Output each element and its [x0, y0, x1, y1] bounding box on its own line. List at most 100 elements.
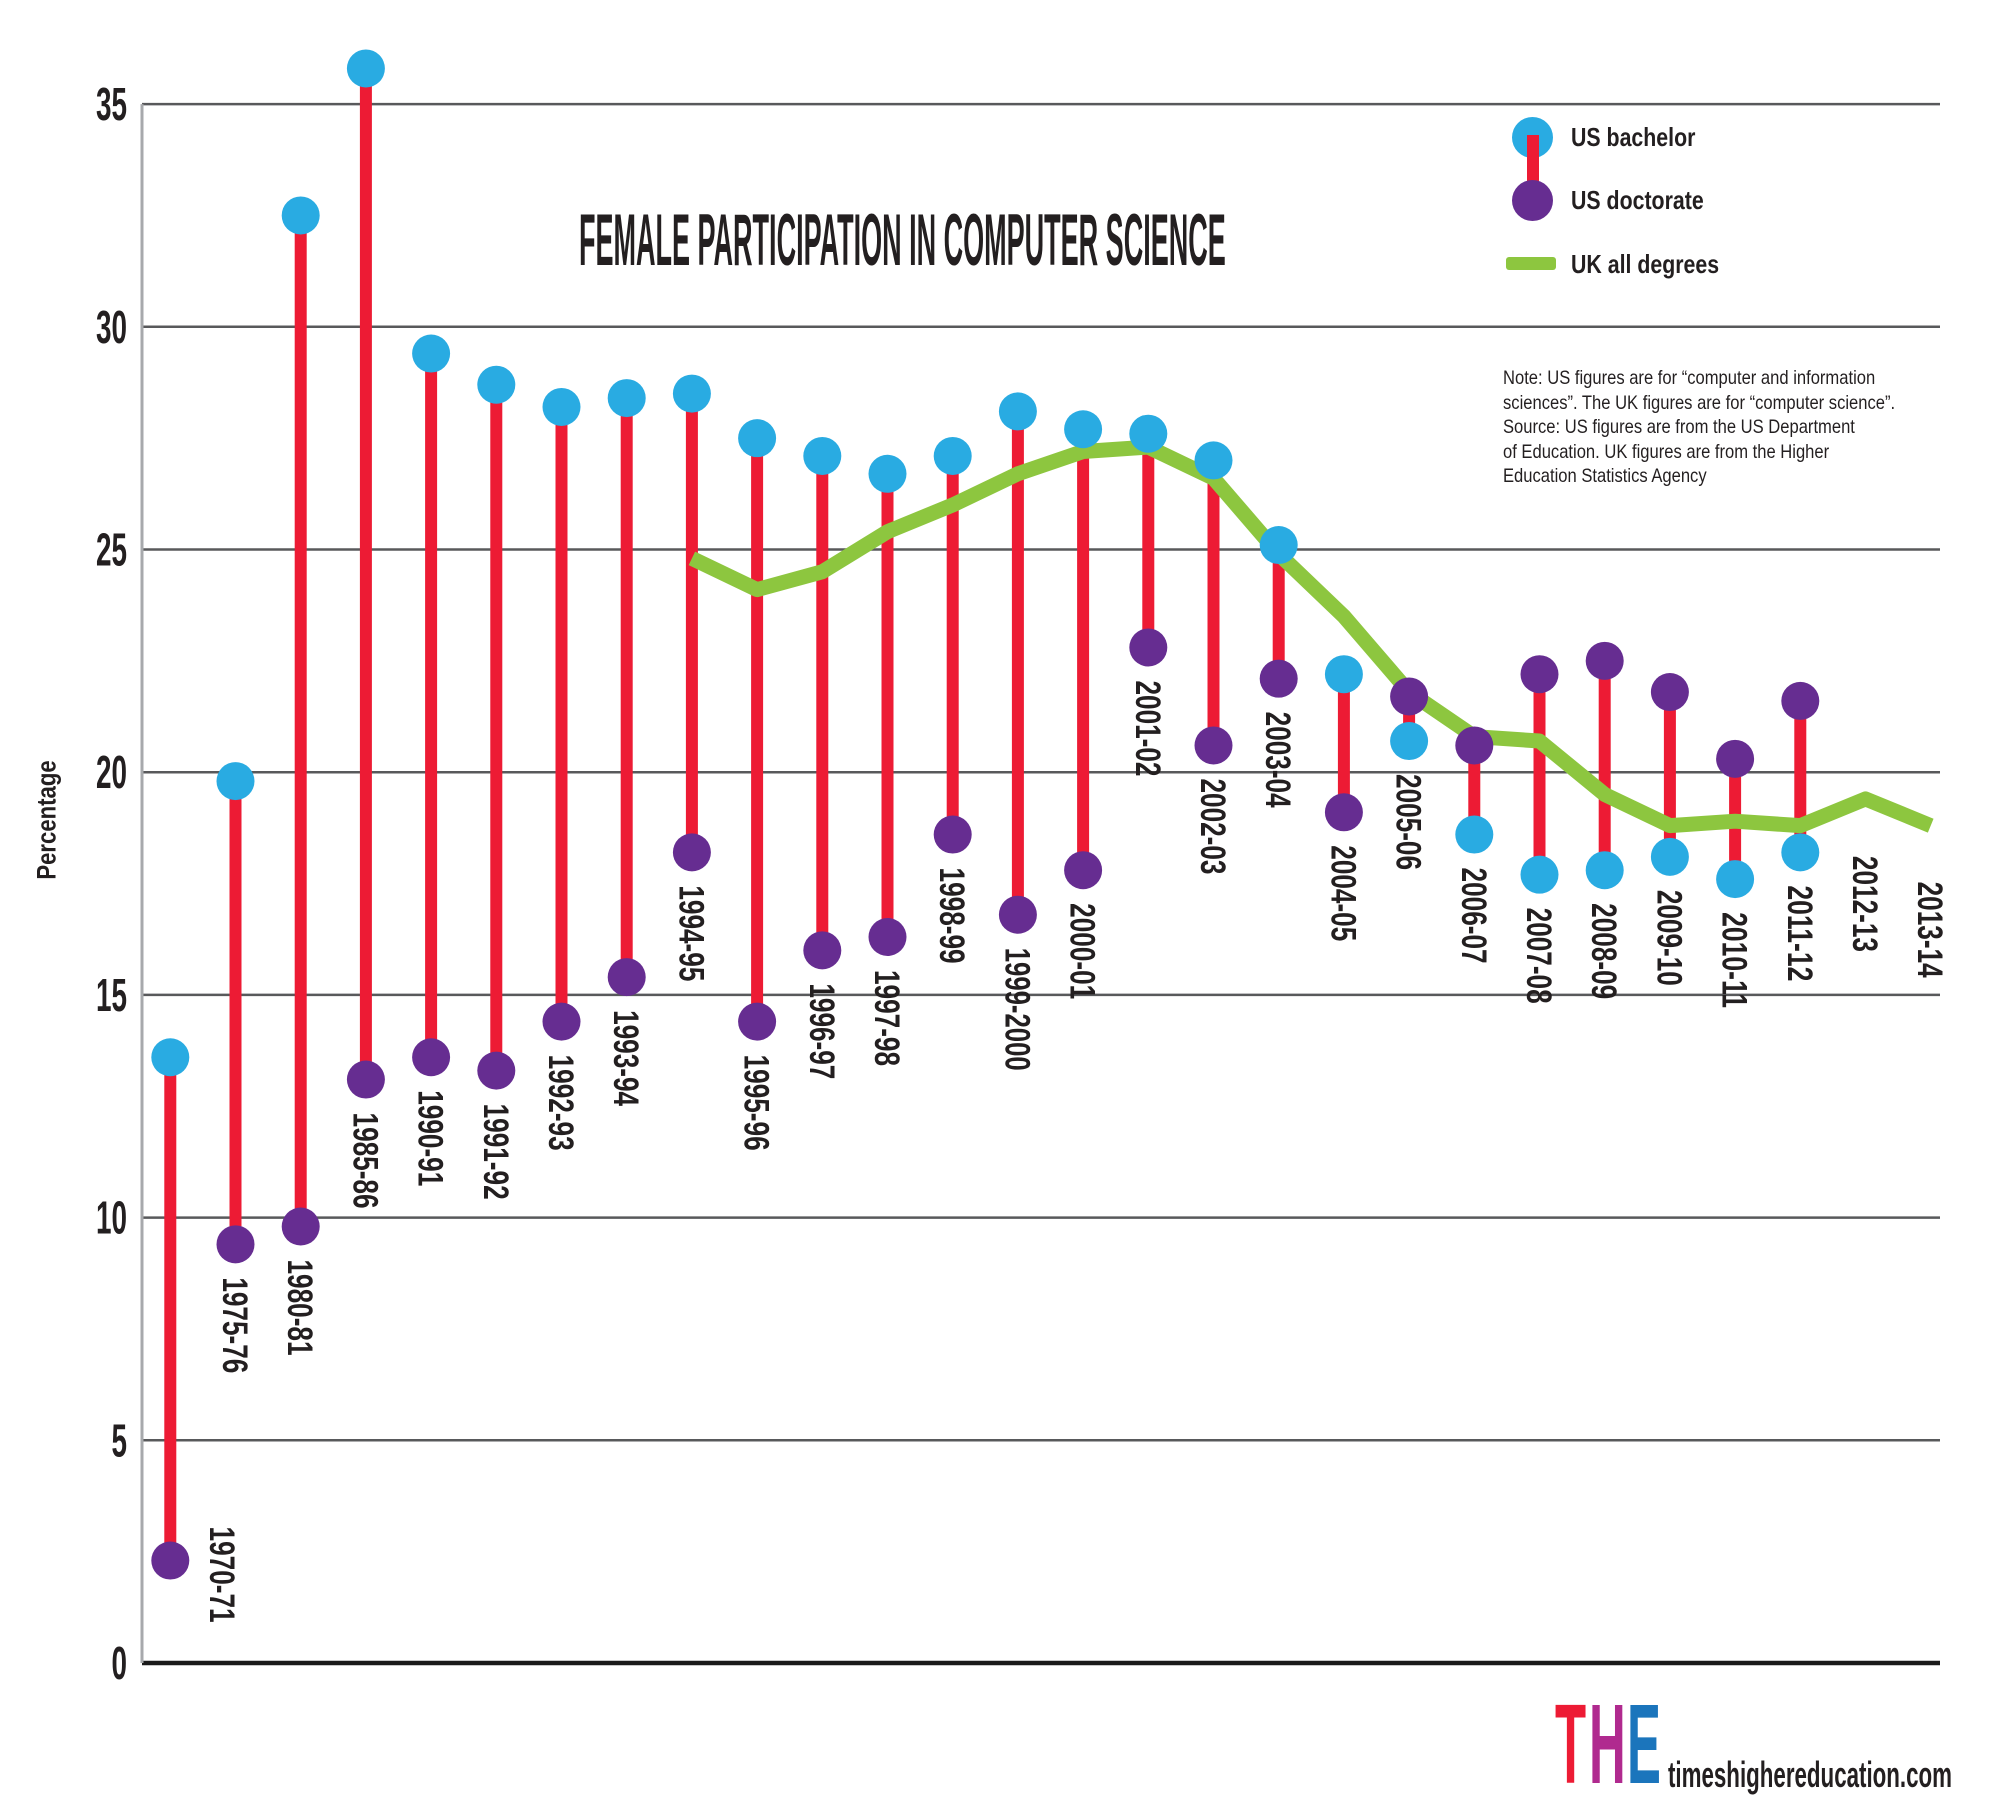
y-tick-label-25: 25 [96, 524, 127, 576]
us-doctorate-dot-2008-09 [1585, 641, 1624, 680]
us-doctorate-dot-1994-95 [672, 833, 711, 872]
us-bachelor-dot-1970-71 [151, 1038, 190, 1077]
us-bachelor-dot-2010-11 [1716, 860, 1755, 899]
x-label-1993-94: 1993-94 [606, 1010, 645, 1106]
x-label-1975-76: 1975-76 [215, 1277, 254, 1373]
us-bachelor-dot-1996-97 [803, 436, 842, 475]
us-bachelor-dot-2005-06 [1390, 722, 1429, 761]
us-bachelor-dot-1993-94 [607, 379, 646, 418]
us-bachelor-dot-2006-07 [1455, 815, 1494, 854]
logo-letter-t: T [1555, 1681, 1587, 1804]
us-bachelor-dot-1985-86 [346, 49, 385, 88]
us-bachelor-dot-2000-01 [1064, 410, 1103, 449]
x-label-2012-13: 2012-13 [1845, 856, 1884, 952]
x-label-2001-02: 2001-02 [1128, 680, 1167, 776]
x-label-1980-81: 1980-81 [280, 1260, 319, 1356]
legend-label-us-bachelor: US bachelor [1571, 122, 1696, 152]
us-bachelor-dot-1998-99 [933, 436, 972, 475]
y-axis-label: Percentage [31, 760, 62, 880]
us-doctorate-dot-2006-07 [1455, 726, 1494, 765]
us-doctorate-dot-1985-86 [346, 1060, 385, 1099]
legend-us-doctorate-icon [1512, 180, 1553, 221]
us-bachelor-dot-2009-10 [1650, 837, 1689, 876]
x-label-2010-11: 2010-11 [1715, 912, 1754, 1008]
logo-letter-h: H [1589, 1681, 1626, 1804]
x-label-2007-08: 2007-08 [1519, 908, 1558, 1004]
us-bachelor-dot-2007-08 [1520, 855, 1559, 894]
us-doctorate-dot-1995-96 [738, 1002, 777, 1041]
us-doctorate-dot-1970-71 [151, 1541, 190, 1580]
source-note: Note: US figures are for “computer and i… [1503, 367, 1896, 487]
x-label-2009-10: 2009-10 [1649, 890, 1688, 986]
us-doctorate-dot-1980-81 [281, 1207, 320, 1246]
x-label-2006-07: 2006-07 [1454, 868, 1493, 964]
us-doctorate-dot-2009-10 [1650, 673, 1689, 712]
us-doctorate-dot-2000-01 [1064, 851, 1103, 890]
us-doctorate-dot-2003-04 [1259, 659, 1298, 698]
us-bachelor-dot-1999-2000 [998, 392, 1037, 431]
us-doctorate-dot-2011-12 [1781, 681, 1820, 720]
us-doctorate-dot-1993-94 [607, 958, 646, 997]
us-doctorate-dot-2007-08 [1520, 655, 1559, 694]
us-bachelor-dot-2011-12 [1781, 833, 1820, 872]
x-label-2000-01: 2000-01 [1063, 903, 1102, 999]
x-label-1990-91: 1990-91 [411, 1090, 450, 1186]
us-doctorate-dot-1997-98 [868, 917, 907, 956]
us-doctorate-dot-2010-11 [1716, 739, 1755, 778]
x-label-2002-03: 2002-03 [1193, 778, 1232, 874]
y-tick-label-0: 0 [112, 1637, 128, 1689]
legend-label-uk-all-degrees: UK all degrees [1571, 249, 1720, 279]
us-bachelor-dot-1975-76 [216, 762, 255, 801]
us-bachelor-dot-2001-02 [1129, 414, 1168, 453]
y-tick-label-20: 20 [96, 746, 127, 798]
x-label-1998-99: 1998-99 [932, 868, 971, 964]
x-label-2004-05: 2004-05 [1323, 845, 1362, 941]
x-label-1991-92: 1991-92 [476, 1104, 515, 1200]
us-doctorate-dot-2004-05 [1324, 793, 1363, 832]
x-label-1992-93: 1992-93 [541, 1055, 580, 1151]
us-bachelor-dot-1990-91 [412, 334, 451, 373]
us-bachelor-dot-1980-81 [281, 196, 320, 235]
us-bachelor-dot-2008-09 [1585, 851, 1624, 890]
logo-letter-e: E [1627, 1681, 1661, 1804]
y-tick-label-35: 35 [96, 78, 127, 130]
x-label-2011-12: 2011-12 [1780, 885, 1819, 981]
x-label-1970-71: 1970-71 [202, 1527, 241, 1623]
x-label-1994-95: 1994-95 [671, 885, 710, 981]
us-doctorate-dot-1992-93 [542, 1002, 581, 1041]
us-doctorate-dot-1990-91 [412, 1038, 451, 1077]
us-bachelor-dot-2004-05 [1324, 655, 1363, 694]
x-label-2003-04: 2003-04 [1258, 712, 1297, 808]
us-doctorate-dot-1975-76 [216, 1225, 255, 1264]
y-tick-label-10: 10 [96, 1192, 127, 1244]
us-doctorate-dot-2005-06 [1390, 677, 1429, 716]
us-doctorate-dot-2002-03 [1194, 726, 1233, 765]
us-doctorate-dot-1996-97 [803, 931, 842, 970]
chart-title: FEMALE PARTICIPATION IN COMPUTER SCIENCE [579, 200, 1226, 281]
legend-label-us-doctorate: US doctorate [1571, 185, 1704, 215]
x-label-1995-96: 1995-96 [737, 1055, 776, 1151]
x-label-1985-86: 1985-86 [345, 1113, 384, 1209]
site-url: timeshighereducation.com [1668, 1754, 1953, 1795]
x-label-1999-2000: 1999-2000 [997, 948, 1036, 1071]
y-tick-label-30: 30 [96, 301, 127, 353]
x-label-2005-06: 2005-06 [1389, 774, 1428, 870]
x-label-2013-14: 2013-14 [1910, 882, 1949, 978]
us-doctorate-dot-1999-2000 [998, 895, 1037, 934]
us-doctorate-dot-2001-02 [1129, 628, 1168, 667]
us-doctorate-dot-1991-92 [477, 1051, 516, 1090]
x-label-2008-09: 2008-09 [1584, 903, 1623, 999]
x-label-1997-98: 1997-98 [867, 970, 906, 1066]
us-bachelor-dot-1995-96 [738, 419, 777, 458]
us-bachelor-dot-1997-98 [868, 454, 907, 493]
uk-all-degrees-line [688, 439, 1934, 834]
us-bachelor-dot-2003-04 [1259, 526, 1298, 565]
us-bachelor-dot-1992-93 [542, 387, 581, 426]
us-doctorate-dot-1998-99 [933, 815, 972, 854]
us-bachelor-dot-1991-92 [477, 365, 516, 404]
y-tick-label-15: 15 [96, 969, 127, 1021]
y-tick-label-5: 5 [112, 1414, 128, 1466]
us-bachelor-dot-1994-95 [672, 374, 711, 413]
